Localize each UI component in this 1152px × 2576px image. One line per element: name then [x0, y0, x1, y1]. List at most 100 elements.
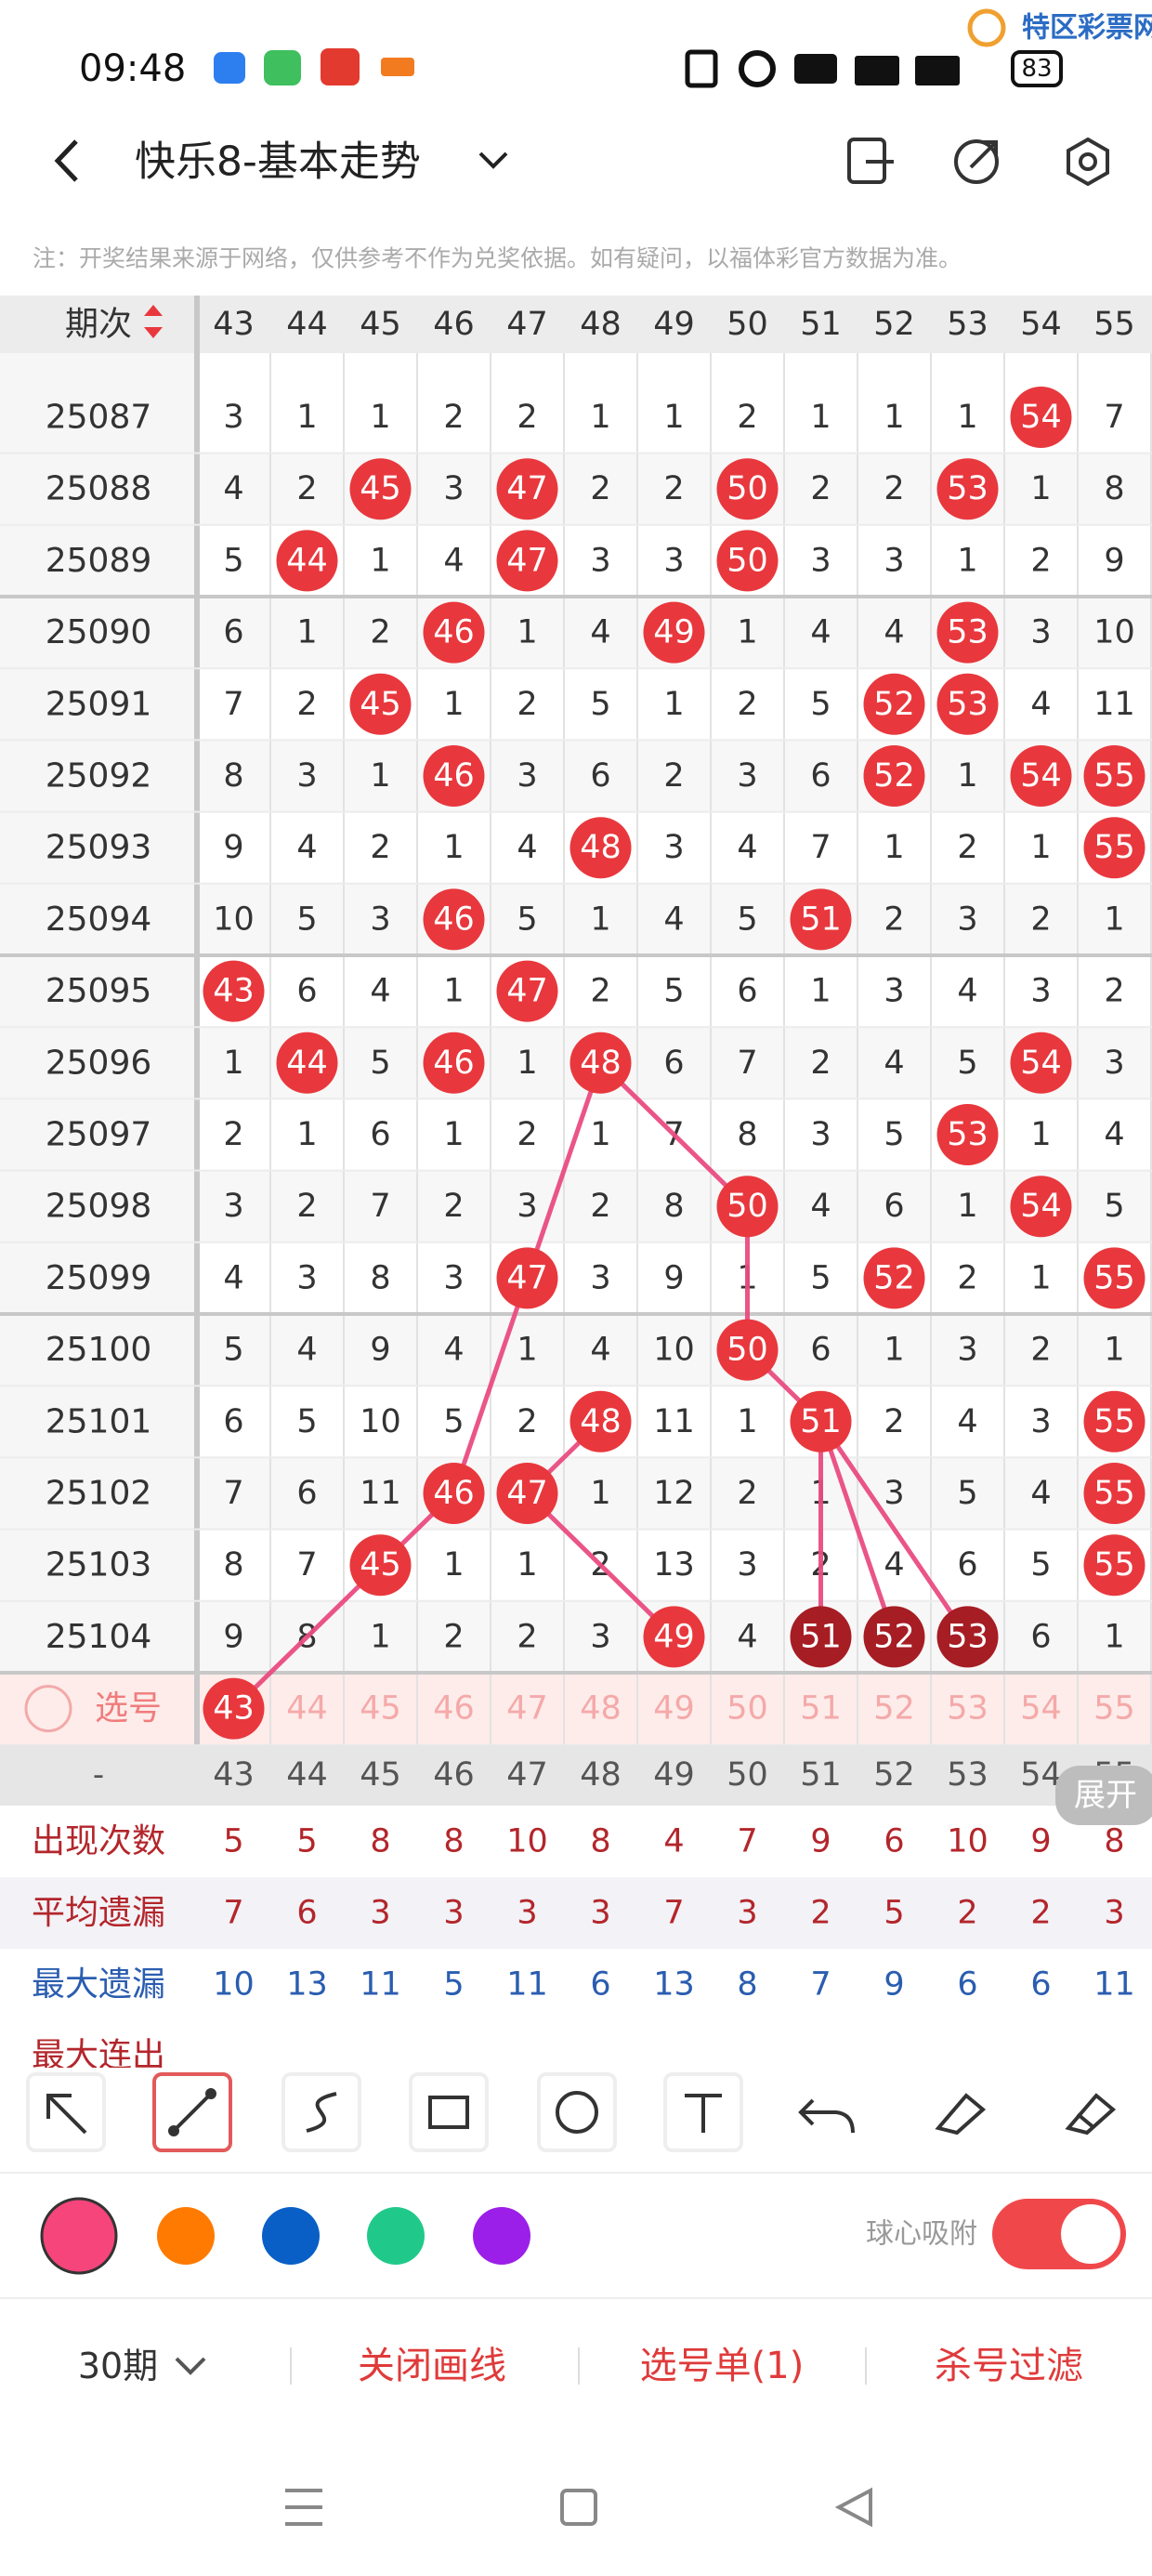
tool-rect[interactable] [409, 2072, 489, 2152]
miss-count: 3 [1030, 614, 1051, 651]
color-green[interactable] [367, 2207, 425, 2265]
action-button[interactable]: 选号单(1) [640, 2345, 805, 2387]
miss-count: 1 [517, 1045, 537, 1082]
miss-count: 1 [957, 757, 977, 795]
tool-curve[interactable] [281, 2072, 361, 2152]
miss-count: 5 [296, 1403, 317, 1440]
summary-value: 7 [663, 1895, 684, 1932]
summary-column: 54 [1020, 1756, 1062, 1794]
column-number: 46 [433, 306, 475, 343]
toggle-label: 球心吸附 [866, 2218, 977, 2251]
title-dropdown[interactable] [478, 151, 508, 169]
ball-number: 53 [947, 1116, 988, 1153]
period-select[interactable]: 30期 [78, 2346, 158, 2386]
ball-number: 55 [1093, 757, 1135, 795]
summary-row-bg [0, 1877, 1152, 1950]
summary-value: 6 [296, 1895, 317, 1932]
miss-count: 1 [957, 1188, 977, 1225]
miss-count: 1 [223, 1045, 243, 1082]
miss-count: 5 [296, 900, 317, 938]
miss-count: 3 [1030, 1403, 1051, 1440]
miss-count: 10 [653, 1332, 695, 1369]
ball-number: 49 [653, 614, 695, 651]
watermark-logo [967, 8, 1006, 47]
period: 25094 [46, 900, 152, 939]
tool-eraser[interactable] [935, 2093, 987, 2136]
select-number: 45 [360, 1690, 401, 1728]
miss-count: 1 [1030, 1259, 1051, 1296]
ball-number: 49 [653, 1618, 695, 1655]
miss-count: 6 [590, 757, 610, 795]
header-action-settings[interactable] [1067, 137, 1109, 187]
nav-home[interactable] [560, 2489, 597, 2526]
tool-circle[interactable] [537, 2072, 617, 2152]
miss-count: 7 [1104, 399, 1124, 436]
period: 25089 [46, 542, 152, 580]
tool-text[interactable] [663, 2072, 743, 2152]
ball [790, 888, 852, 951]
miss-count: 2 [517, 1116, 537, 1153]
miss-count: 13 [653, 1546, 695, 1584]
miss-count: 3 [370, 900, 390, 938]
miss-count: 2 [443, 1618, 464, 1655]
period: 25104 [46, 1618, 152, 1656]
miss-count: 5 [737, 900, 757, 938]
column-number: 52 [873, 306, 915, 343]
miss-count: 2 [737, 1475, 757, 1512]
color-orange[interactable] [157, 2207, 215, 2265]
back-button[interactable] [54, 139, 78, 182]
color-purple[interactable] [473, 2207, 530, 2265]
tool-arrow[interactable] [26, 2072, 106, 2152]
miss-count: 2 [663, 757, 684, 795]
summary-row-bg [0, 2020, 1152, 2068]
summary-label: 最大连出 [32, 2037, 165, 2075]
ball-number: 45 [360, 470, 401, 507]
ball-number: 46 [433, 614, 475, 651]
tool-clear[interactable] [1065, 2093, 1117, 2136]
nav-back[interactable] [834, 2487, 872, 2528]
miss-count: 4 [737, 829, 757, 866]
miss-count: 1 [810, 399, 831, 436]
miss-count: 8 [737, 1116, 757, 1153]
miss-count: 6 [810, 757, 831, 795]
ball [1010, 745, 1072, 807]
miss-count: 3 [884, 973, 904, 1010]
ball-number: 45 [360, 1546, 401, 1584]
tool-undo[interactable] [798, 2098, 855, 2134]
summary-value: 5 [296, 1823, 317, 1860]
color-pink[interactable] [40, 2197, 118, 2275]
ball-number: 53 [947, 614, 988, 651]
ball-dark [863, 1606, 925, 1668]
miss-count: 3 [223, 399, 243, 436]
summary-value: 2 [810, 1895, 831, 1932]
expand-button[interactable] [1055, 1766, 1152, 1825]
summary-value: 3 [737, 1895, 757, 1932]
ball [716, 458, 779, 520]
nav-menu[interactable] [285, 2489, 322, 2526]
action-button[interactable]: 关闭画线 [358, 2345, 506, 2387]
ball-number: 54 [1020, 757, 1062, 795]
ball [1083, 1534, 1145, 1597]
miss-count: 1 [370, 1618, 390, 1655]
miss-count: 5 [223, 542, 243, 579]
ball [1010, 387, 1072, 448]
select-number: 51 [800, 1690, 842, 1728]
summary-row-bg [0, 1806, 1152, 1878]
header-action-share[interactable] [954, 139, 999, 184]
ball [716, 530, 779, 592]
action-button[interactable]: 杀号过滤 [935, 2345, 1083, 2387]
ball [496, 1247, 558, 1309]
summary-value: 11 [506, 1966, 548, 2004]
ball-number: 46 [433, 1045, 475, 1082]
miss-count: 1 [884, 829, 904, 866]
miss-count: 4 [296, 1332, 317, 1369]
ball-number: 47 [506, 470, 548, 507]
ball-number: 47 [506, 1475, 548, 1512]
color-blue[interactable] [262, 2207, 320, 2265]
header-action-layout[interactable] [847, 138, 894, 184]
tool-line[interactable] [152, 2072, 232, 2152]
miss-count: 3 [1030, 973, 1051, 1010]
summary-value: 10 [947, 1823, 988, 1860]
drawn-line [598, 1060, 750, 1209]
